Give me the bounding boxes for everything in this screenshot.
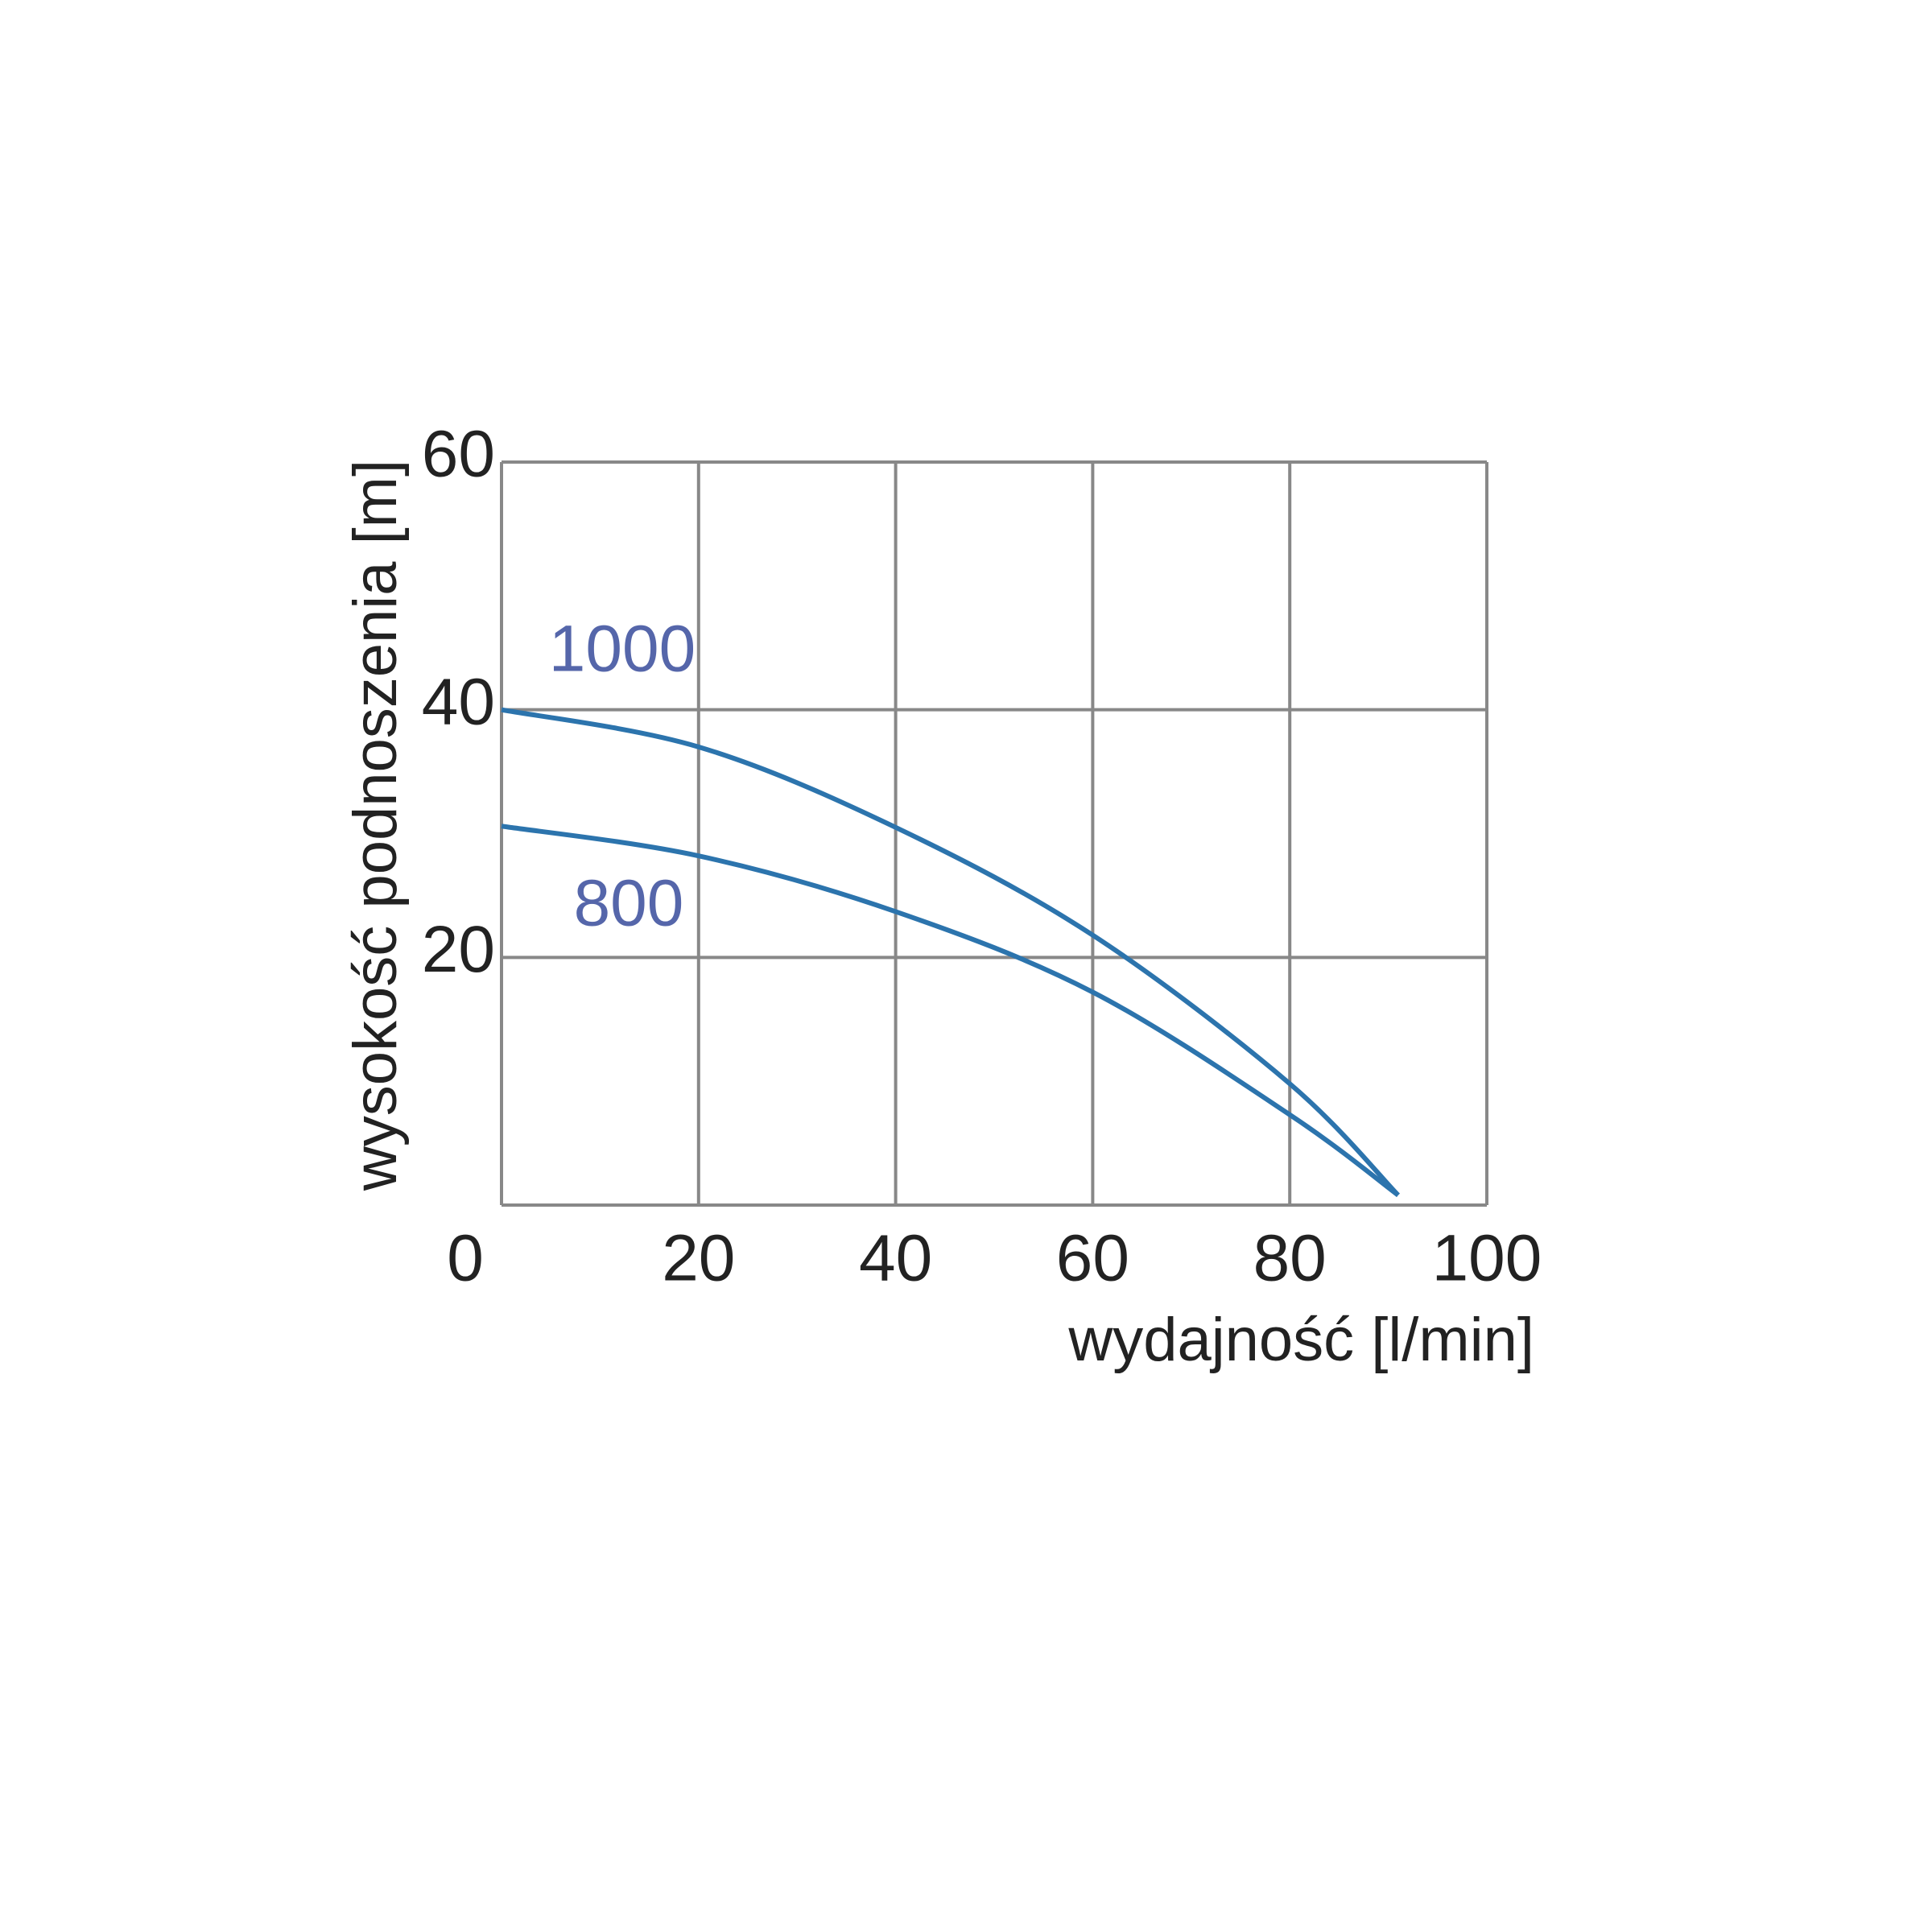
series-line — [501, 824, 1400, 1198]
x-tick-label: 20 — [662, 1222, 735, 1295]
y-tick-label: 20 — [422, 913, 495, 986]
series-label: 800 — [574, 867, 684, 940]
x-tick-label: 60 — [1056, 1222, 1129, 1295]
y-axis-label: wysokość podnoszenia [m] — [341, 460, 410, 1191]
x-axis-label: wydajność [l/min] — [1067, 1306, 1534, 1374]
y-tick-label: 60 — [422, 418, 495, 491]
series-label: 1000 — [549, 613, 696, 686]
x-tick-label: 0 — [447, 1222, 484, 1295]
y-tick-label: 40 — [422, 665, 495, 738]
series-line — [501, 707, 1400, 1197]
x-tick-label: 80 — [1253, 1222, 1327, 1295]
x-tick-label: 100 — [1432, 1222, 1542, 1295]
x-tick-label: 40 — [859, 1222, 932, 1295]
